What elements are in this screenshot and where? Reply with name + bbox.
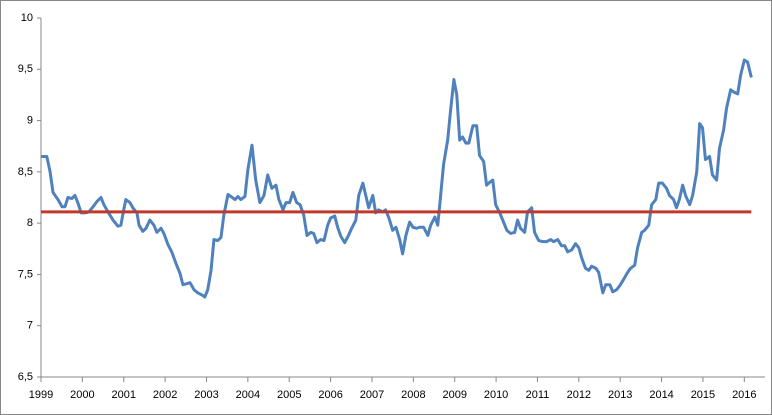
x-tick-label: 2015 xyxy=(691,389,715,401)
x-tick-label: 2014 xyxy=(649,389,673,401)
y-tick-label: 9 xyxy=(27,114,33,126)
x-tick-label: 2003 xyxy=(194,389,218,401)
x-tick-label: 2006 xyxy=(318,389,342,401)
x-tick-label: 2002 xyxy=(153,389,177,401)
x-tick-label: 1999 xyxy=(29,389,53,401)
y-tick-label: 7,5 xyxy=(18,268,33,280)
y-tick-label: 8 xyxy=(27,217,33,229)
y-tick-label: 9,5 xyxy=(18,63,33,75)
x-tick-label: 2005 xyxy=(277,389,301,401)
x-tick-label: 2009 xyxy=(442,389,466,401)
line-series xyxy=(41,58,753,299)
x-tick-label: 2012 xyxy=(567,389,591,401)
y-tick-label: 7 xyxy=(27,320,33,332)
x-tick-label: 2011 xyxy=(526,389,550,401)
x-tick-label: 2013 xyxy=(608,389,632,401)
x-tick-label: 2008 xyxy=(401,389,425,401)
x-tick-label: 2000 xyxy=(70,389,94,401)
y-tick-label: 6,5 xyxy=(18,371,33,383)
y-tick-label: 8,5 xyxy=(18,166,33,178)
x-tick-label: 2010 xyxy=(484,389,508,401)
x-tick-label: 2004 xyxy=(236,389,260,401)
x-tick-label: 2001 xyxy=(112,389,136,401)
x-tick-label: 2016 xyxy=(732,389,756,401)
y-tick-label: 10 xyxy=(21,12,33,24)
x-tick-label: 2007 xyxy=(360,389,384,401)
